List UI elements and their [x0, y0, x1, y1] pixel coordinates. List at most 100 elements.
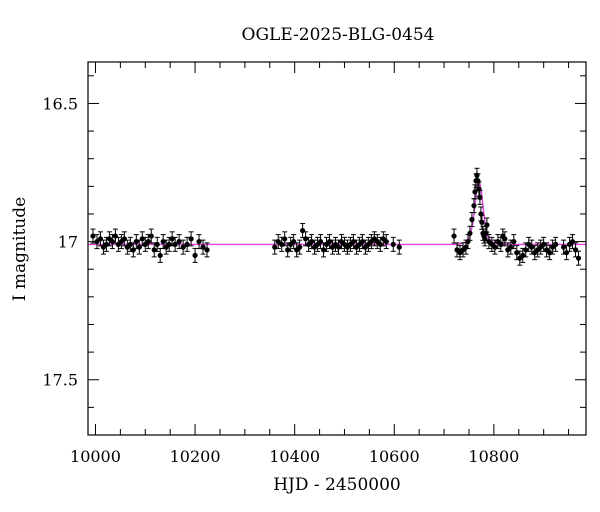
point-marker — [475, 178, 481, 184]
y-tick-label: 16.5 — [42, 94, 78, 113]
data-point — [511, 234, 517, 250]
point-marker — [90, 233, 96, 239]
point-marker — [383, 238, 389, 245]
data-point — [353, 239, 360, 255]
point-marker — [484, 222, 490, 228]
data-point — [396, 239, 402, 255]
point-marker — [553, 241, 559, 247]
data-point — [383, 234, 389, 250]
point-marker — [477, 194, 483, 200]
data-point — [154, 236, 160, 252]
point-marker — [275, 238, 281, 245]
data-point — [166, 236, 172, 252]
data-point — [188, 231, 194, 247]
data-point — [547, 245, 553, 261]
data-point — [553, 236, 559, 252]
plot-frame — [87, 61, 587, 436]
data-point — [196, 234, 202, 250]
point-marker — [157, 252, 163, 259]
point-marker — [476, 186, 482, 192]
data-point — [176, 234, 182, 250]
x-tick-label: 10200 — [170, 447, 221, 466]
point-marker — [97, 236, 104, 242]
y-axis-label: I magnitude — [10, 197, 30, 301]
point-marker — [469, 216, 475, 223]
point-marker — [196, 238, 202, 245]
data-point — [192, 247, 198, 263]
data-point — [472, 184, 478, 200]
point-marker — [396, 244, 402, 250]
point-marker — [291, 238, 297, 245]
axis-ticks: 10000 10200 10400 10600 10800 16.5 17 17.5 — [42, 62, 586, 466]
data-point — [484, 217, 490, 233]
point-marker — [300, 227, 306, 234]
point-marker — [451, 233, 457, 239]
data-point — [550, 239, 556, 255]
y-tick-label: 17.5 — [42, 371, 78, 390]
point-marker — [136, 244, 142, 250]
point-marker — [502, 236, 508, 242]
point-marker — [569, 238, 576, 245]
point-marker — [172, 241, 178, 247]
point-marker — [192, 252, 198, 259]
point-marker — [563, 250, 570, 256]
point-marker — [184, 241, 190, 247]
point-marker — [148, 233, 154, 239]
data-point — [323, 236, 330, 252]
data-point — [495, 234, 501, 250]
data-point — [180, 239, 186, 255]
data-point — [288, 236, 294, 252]
data-points-layer — [90, 167, 582, 266]
point-marker — [176, 238, 182, 245]
point-marker — [121, 236, 127, 242]
x-tick-label: 10800 — [468, 447, 519, 466]
point-marker — [572, 247, 579, 253]
point-marker — [471, 203, 477, 209]
point-marker — [390, 241, 396, 247]
point-marker — [200, 244, 206, 250]
data-point — [575, 250, 582, 266]
x-tick-label: 10600 — [369, 447, 420, 466]
point-marker — [472, 189, 478, 195]
x-tick-label: 10000 — [70, 447, 121, 466]
point-marker — [467, 230, 473, 236]
data-point — [471, 198, 477, 214]
data-point — [477, 189, 483, 205]
point-marker — [511, 238, 517, 245]
data-point — [157, 247, 163, 263]
x-tick-label: 10400 — [269, 447, 320, 466]
data-point — [184, 236, 190, 252]
point-marker — [180, 244, 186, 250]
data-point — [300, 223, 306, 239]
point-marker — [154, 241, 160, 247]
point-marker — [188, 236, 194, 242]
data-point — [566, 236, 573, 252]
data-point — [467, 225, 473, 241]
point-marker — [130, 247, 136, 253]
point-marker — [478, 211, 484, 217]
data-point — [390, 236, 396, 252]
point-marker — [282, 236, 288, 242]
point-marker — [112, 233, 118, 239]
data-point — [469, 211, 475, 227]
data-point — [297, 239, 303, 255]
data-point — [204, 242, 210, 258]
point-marker — [297, 244, 303, 250]
data-point — [148, 228, 154, 244]
point-marker — [575, 255, 582, 261]
data-point — [90, 228, 96, 244]
data-point — [282, 231, 288, 247]
data-point — [502, 231, 508, 247]
data-point — [451, 228, 457, 244]
y-tick-label: 17 — [58, 233, 78, 252]
point-marker — [479, 219, 485, 225]
data-point — [538, 239, 544, 255]
data-point — [172, 236, 178, 252]
data-point — [200, 239, 206, 255]
x-axis-label: HJD - 2450000 — [273, 475, 401, 495]
point-marker — [204, 247, 210, 253]
point-marker — [483, 230, 489, 236]
chart-title: OGLE-2025-BLG-0454 — [242, 25, 435, 45]
point-marker — [317, 238, 324, 245]
